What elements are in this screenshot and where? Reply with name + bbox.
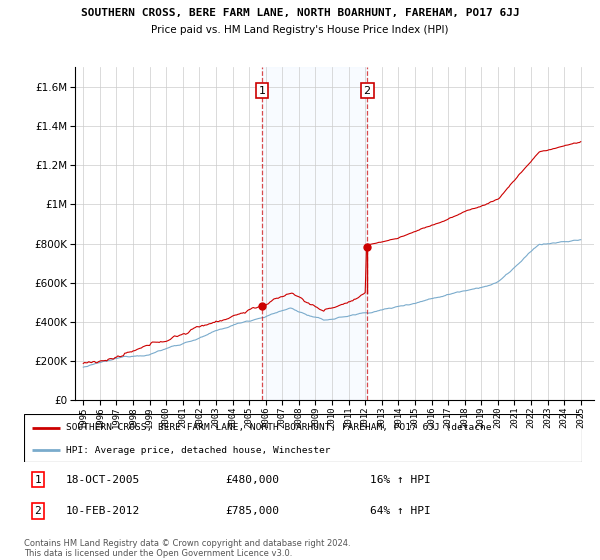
Text: SOUTHERN CROSS, BERE FARM LANE, NORTH BOARHUNT, FAREHAM, PO17 6JJ: SOUTHERN CROSS, BERE FARM LANE, NORTH BO… — [80, 8, 520, 18]
Text: HPI: Average price, detached house, Winchester: HPI: Average price, detached house, Winc… — [66, 446, 331, 455]
Bar — [262, 67, 367, 400]
Text: 2: 2 — [364, 86, 371, 96]
Text: 1: 1 — [35, 475, 41, 484]
Text: 18-OCT-2005: 18-OCT-2005 — [66, 475, 140, 484]
Text: 1: 1 — [259, 86, 266, 96]
Text: 10-FEB-2012: 10-FEB-2012 — [66, 506, 140, 516]
Text: Price paid vs. HM Land Registry's House Price Index (HPI): Price paid vs. HM Land Registry's House … — [151, 25, 449, 35]
Text: 2: 2 — [35, 506, 41, 516]
Text: SOUTHERN CROSS, BERE FARM LANE, NORTH BOARHUNT, FAREHAM, PO17 6JJ (detache: SOUTHERN CROSS, BERE FARM LANE, NORTH BO… — [66, 423, 491, 432]
Text: £785,000: £785,000 — [225, 506, 279, 516]
Text: Contains HM Land Registry data © Crown copyright and database right 2024.
This d: Contains HM Land Registry data © Crown c… — [24, 539, 350, 558]
Text: 64% ↑ HPI: 64% ↑ HPI — [370, 506, 431, 516]
Text: 16% ↑ HPI: 16% ↑ HPI — [370, 475, 431, 484]
Text: £480,000: £480,000 — [225, 475, 279, 484]
